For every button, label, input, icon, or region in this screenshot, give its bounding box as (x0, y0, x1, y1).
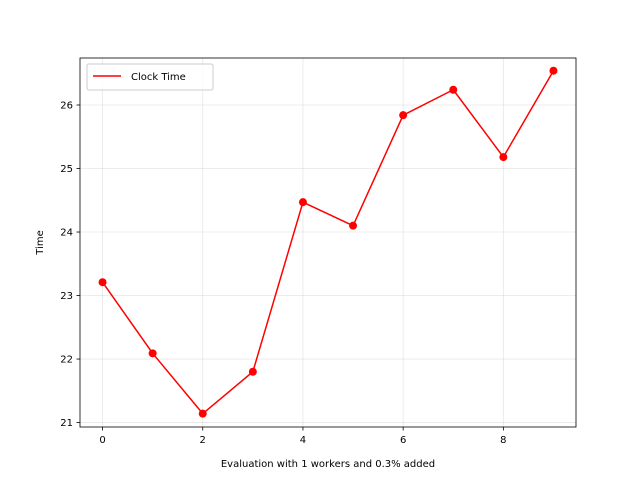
data-point (198, 409, 207, 418)
y-tick-label: 23 (60, 291, 73, 302)
y-tick-label: 25 (60, 164, 73, 175)
grid (80, 58, 576, 427)
y-axis-ticks: 21 22 23 24 25 26 (60, 100, 80, 429)
data-point (549, 66, 558, 75)
y-tick-label: 22 (60, 355, 73, 366)
x-tick-label: 0 (99, 435, 105, 446)
data-point (98, 278, 107, 287)
y-tick-label: 21 (60, 418, 73, 429)
legend: Clock Time (86, 63, 214, 91)
x-axis-ticks: 0 2 4 6 8 (99, 427, 507, 446)
y-axis-label: Time (35, 230, 46, 255)
legend-box (86, 63, 214, 91)
x-tick-label: 6 (400, 435, 406, 446)
series-line-clock-time (101, 70, 555, 415)
y-tick-label: 26 (60, 100, 73, 111)
x-tick-label: 4 (300, 435, 306, 446)
series-layer (98, 66, 558, 418)
data-point (248, 367, 257, 376)
data-point (298, 198, 307, 207)
x-axis-label: Evaluation with 1 workers and 0.3% added (221, 459, 435, 470)
x-tick-label: 2 (200, 435, 206, 446)
data-point (399, 111, 408, 120)
data-point (148, 349, 157, 358)
y-tick-label: 24 (60, 228, 73, 239)
data-point (499, 153, 508, 162)
legend-label-clock-time: Clock Time (131, 72, 186, 83)
data-point (349, 221, 358, 230)
data-point (449, 85, 458, 94)
plot-frame (79, 57, 577, 428)
x-tick-label: 8 (500, 435, 506, 446)
